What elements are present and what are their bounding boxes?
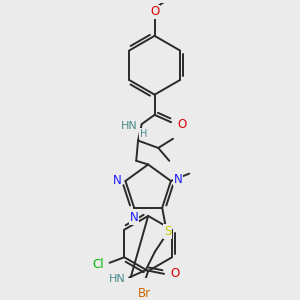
Text: H: H <box>140 129 147 139</box>
Text: N: N <box>130 212 139 224</box>
Text: O: O <box>170 267 180 280</box>
Text: N: N <box>174 172 182 186</box>
Text: Cl: Cl <box>92 258 104 271</box>
Text: HN: HN <box>121 121 138 131</box>
Text: Br: Br <box>138 286 151 300</box>
Text: O: O <box>178 118 187 130</box>
Text: S: S <box>164 225 171 238</box>
Text: HN: HN <box>109 274 125 284</box>
Text: O: O <box>150 5 159 19</box>
Text: N: N <box>113 175 122 188</box>
